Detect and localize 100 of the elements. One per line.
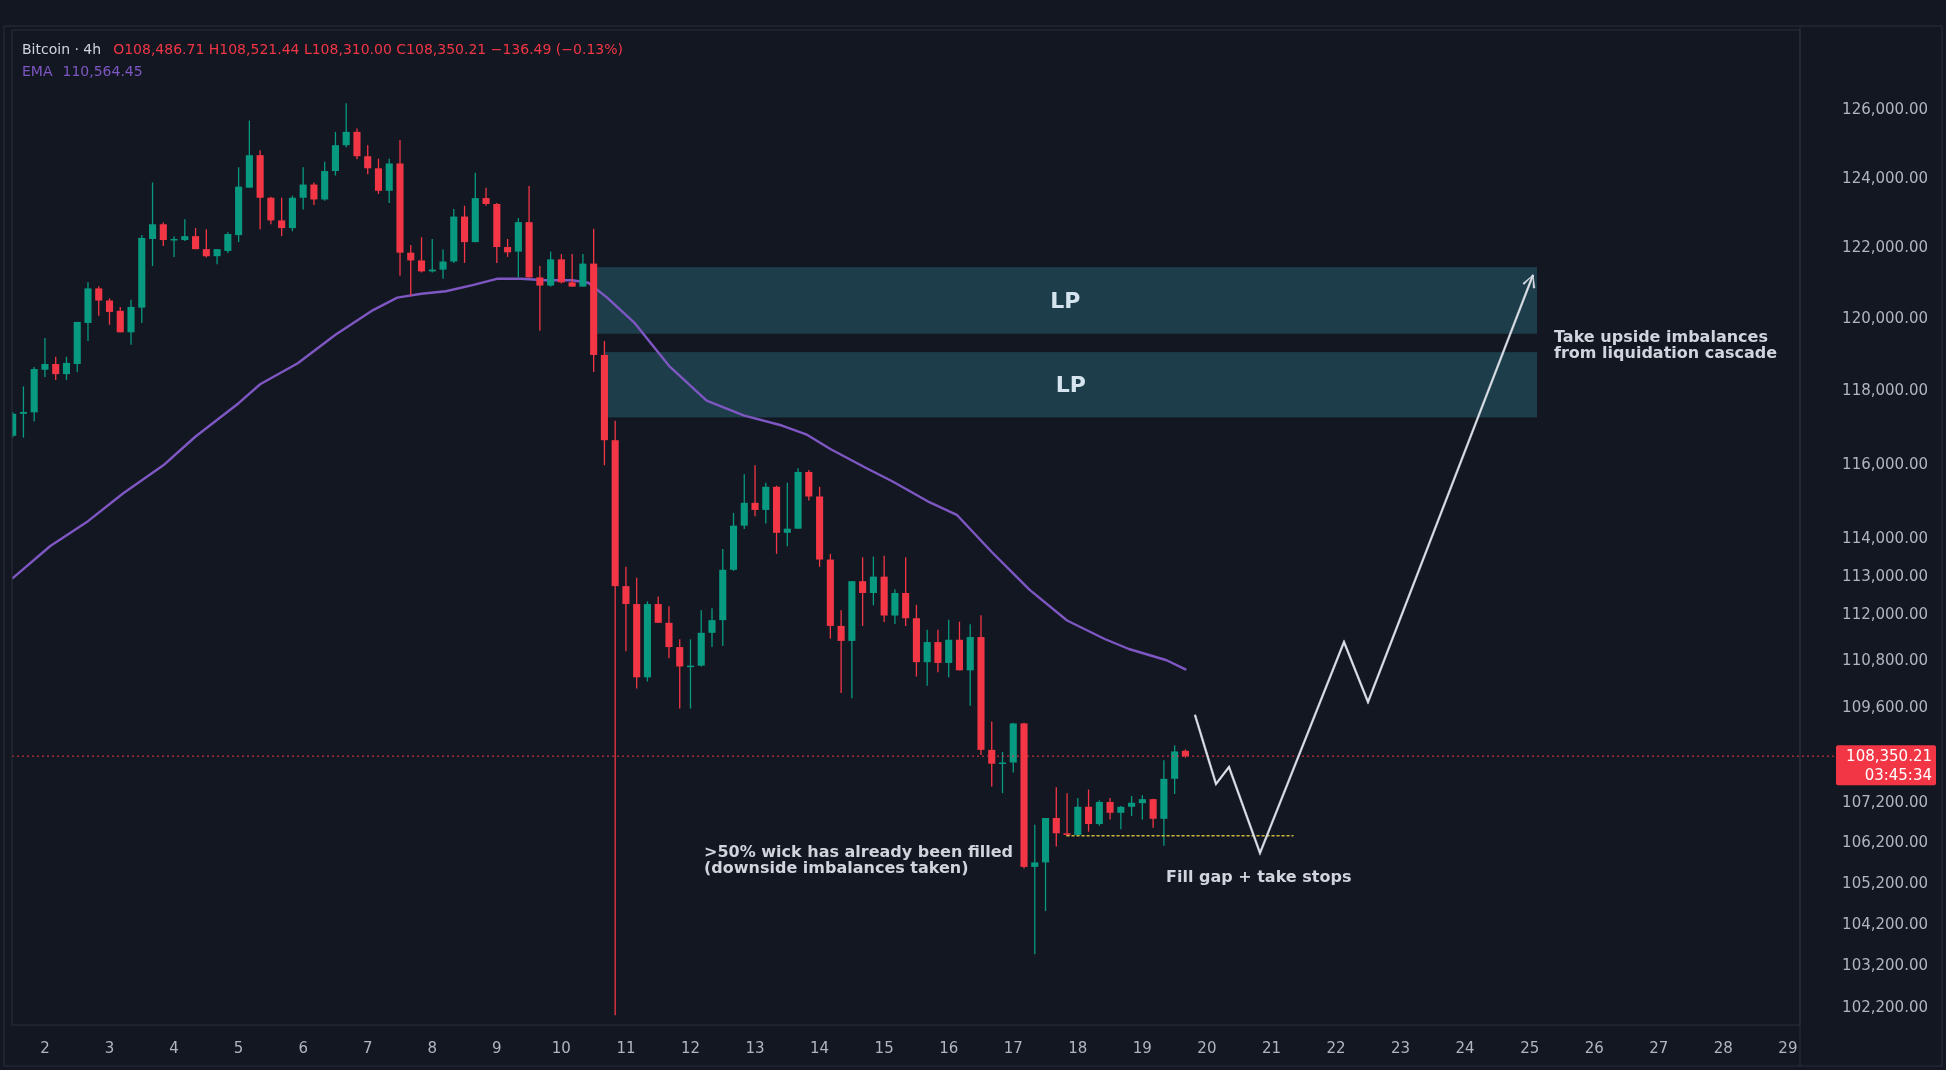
x-tick-label: 26 [1584, 1039, 1604, 1058]
x-tick-label: 21 [1261, 1039, 1282, 1058]
text: O108,486.71 H108,521.44 L108,310.00 C108,350.21 −136.49 (−0.13%) [113, 41, 623, 57]
candlestick [751, 464, 759, 517]
annotation: 110,564.45 [62, 63, 143, 79]
candlestick [1031, 824, 1039, 955]
y-tick-label: 114,000.00 [1842, 529, 1928, 548]
annotation: Fill gap + take stops [1166, 866, 1352, 886]
x-tick-label: 27 [1649, 1039, 1669, 1058]
candlestick [1052, 786, 1060, 848]
candlestick [116, 306, 124, 333]
x-tick-label: 9 [492, 1039, 502, 1058]
ref-line-label: 108,350.21 [1846, 747, 1932, 766]
candlestick [783, 482, 791, 547]
candlestick [267, 196, 275, 225]
candlestick [859, 556, 867, 627]
candlestick [1117, 805, 1125, 830]
x-tick-label: 28 [1713, 1039, 1733, 1058]
candlestick [95, 285, 103, 317]
candlestick [869, 555, 877, 606]
y-tick-label: 116,000.00 [1842, 454, 1928, 473]
candlestick [364, 144, 372, 175]
candlestick [740, 473, 748, 530]
candlestick [417, 236, 426, 274]
candlestick [52, 356, 60, 381]
y-tick-label: 104,200.00 [1842, 915, 1928, 933]
y-tick-label: 110,800.00 [1842, 651, 1928, 670]
candlestick [202, 228, 210, 259]
candlestick [945, 619, 953, 678]
candlestick [762, 482, 770, 525]
y-tick-label: 103,200.00 [1842, 956, 1928, 975]
candlestick [654, 595, 662, 624]
x-tick-label: 24 [1455, 1039, 1475, 1058]
y-tick-label: 112,000.00 [1842, 605, 1928, 624]
candlestick [1138, 794, 1146, 821]
x-tick-label: 6 [298, 1039, 308, 1058]
candlestick [622, 566, 630, 652]
x-tick-label: 12 [680, 1039, 701, 1058]
candlestick [159, 221, 167, 247]
candlestick [310, 181, 318, 206]
candlestick [278, 197, 286, 237]
x-tick-label: 18 [1068, 1039, 1088, 1058]
candlestick [1128, 795, 1136, 817]
candlestick [299, 166, 307, 211]
candlestick [1063, 792, 1071, 837]
candlestick [923, 629, 931, 687]
candlestick [934, 629, 942, 673]
y-tick-label: 124,000.00 [1842, 168, 1928, 187]
x-tick-label: 2 [40, 1039, 50, 1058]
y-tick-label: 126,000.00 [1842, 99, 1928, 118]
x-tick-label: 3 [104, 1039, 115, 1058]
candlestick [41, 337, 49, 378]
x-tick-label: 23 [1391, 1039, 1411, 1058]
candlestick [62, 356, 71, 381]
y-tick-label: 120,000.00 [1842, 309, 1928, 328]
x-tick-label: 11 [616, 1039, 636, 1058]
band-label: LP [1050, 288, 1081, 314]
text: EMA [22, 63, 53, 79]
x-tick-label: 8 [427, 1039, 438, 1058]
x-tick-label: 7 [362, 1039, 373, 1058]
x-tick-label: 5 [233, 1039, 244, 1058]
y-tick-label: 118,000.00 [1842, 381, 1928, 400]
text: Bitcoin · 4h [22, 41, 102, 57]
y-tick-label: 122,000.00 [1842, 238, 1928, 257]
candlestick [181, 218, 189, 242]
annotation: Take upside imbalances from liquidation cascade [1554, 326, 1778, 362]
x-tick-label: 20 [1197, 1039, 1217, 1058]
candlestick [105, 297, 114, 326]
candlestick [342, 102, 350, 148]
candlestick [1085, 788, 1093, 833]
x-tick-label: 14 [810, 1039, 830, 1058]
x-tick-label: 29 [1778, 1039, 1798, 1058]
candlestick [374, 157, 383, 195]
candlestick [536, 265, 544, 332]
x-tick-label: 17 [1003, 1039, 1023, 1058]
x-tick-label: 25 [1520, 1039, 1540, 1058]
candlestick [439, 248, 447, 280]
candlestick [708, 607, 716, 648]
x-tick-label: 19 [1132, 1039, 1152, 1058]
candlestick [579, 253, 587, 288]
candlestick [837, 609, 845, 694]
y-tick-label: 105,200.00 [1842, 874, 1928, 893]
candlestick [1106, 797, 1114, 821]
candlestick [148, 181, 157, 267]
candlestick [19, 385, 27, 439]
candlestick [891, 588, 899, 625]
y-tick-label: 107,200.00 [1842, 793, 1928, 812]
candlestick [1095, 799, 1103, 827]
candlestick [224, 231, 232, 254]
candlestick [676, 638, 684, 710]
x-tick-label: 22 [1326, 1039, 1346, 1058]
x-tick-label: 15 [874, 1039, 894, 1058]
y-tick-label: 113,000.00 [1842, 567, 1928, 586]
x-tick-label: 10 [551, 1039, 571, 1058]
candlestick [482, 187, 490, 207]
text: 03:45:34 [1864, 766, 1932, 785]
candlestick [557, 253, 565, 285]
candlestick [568, 253, 576, 288]
candlestick [1149, 798, 1157, 829]
x-tick-label: 16 [939, 1039, 959, 1058]
